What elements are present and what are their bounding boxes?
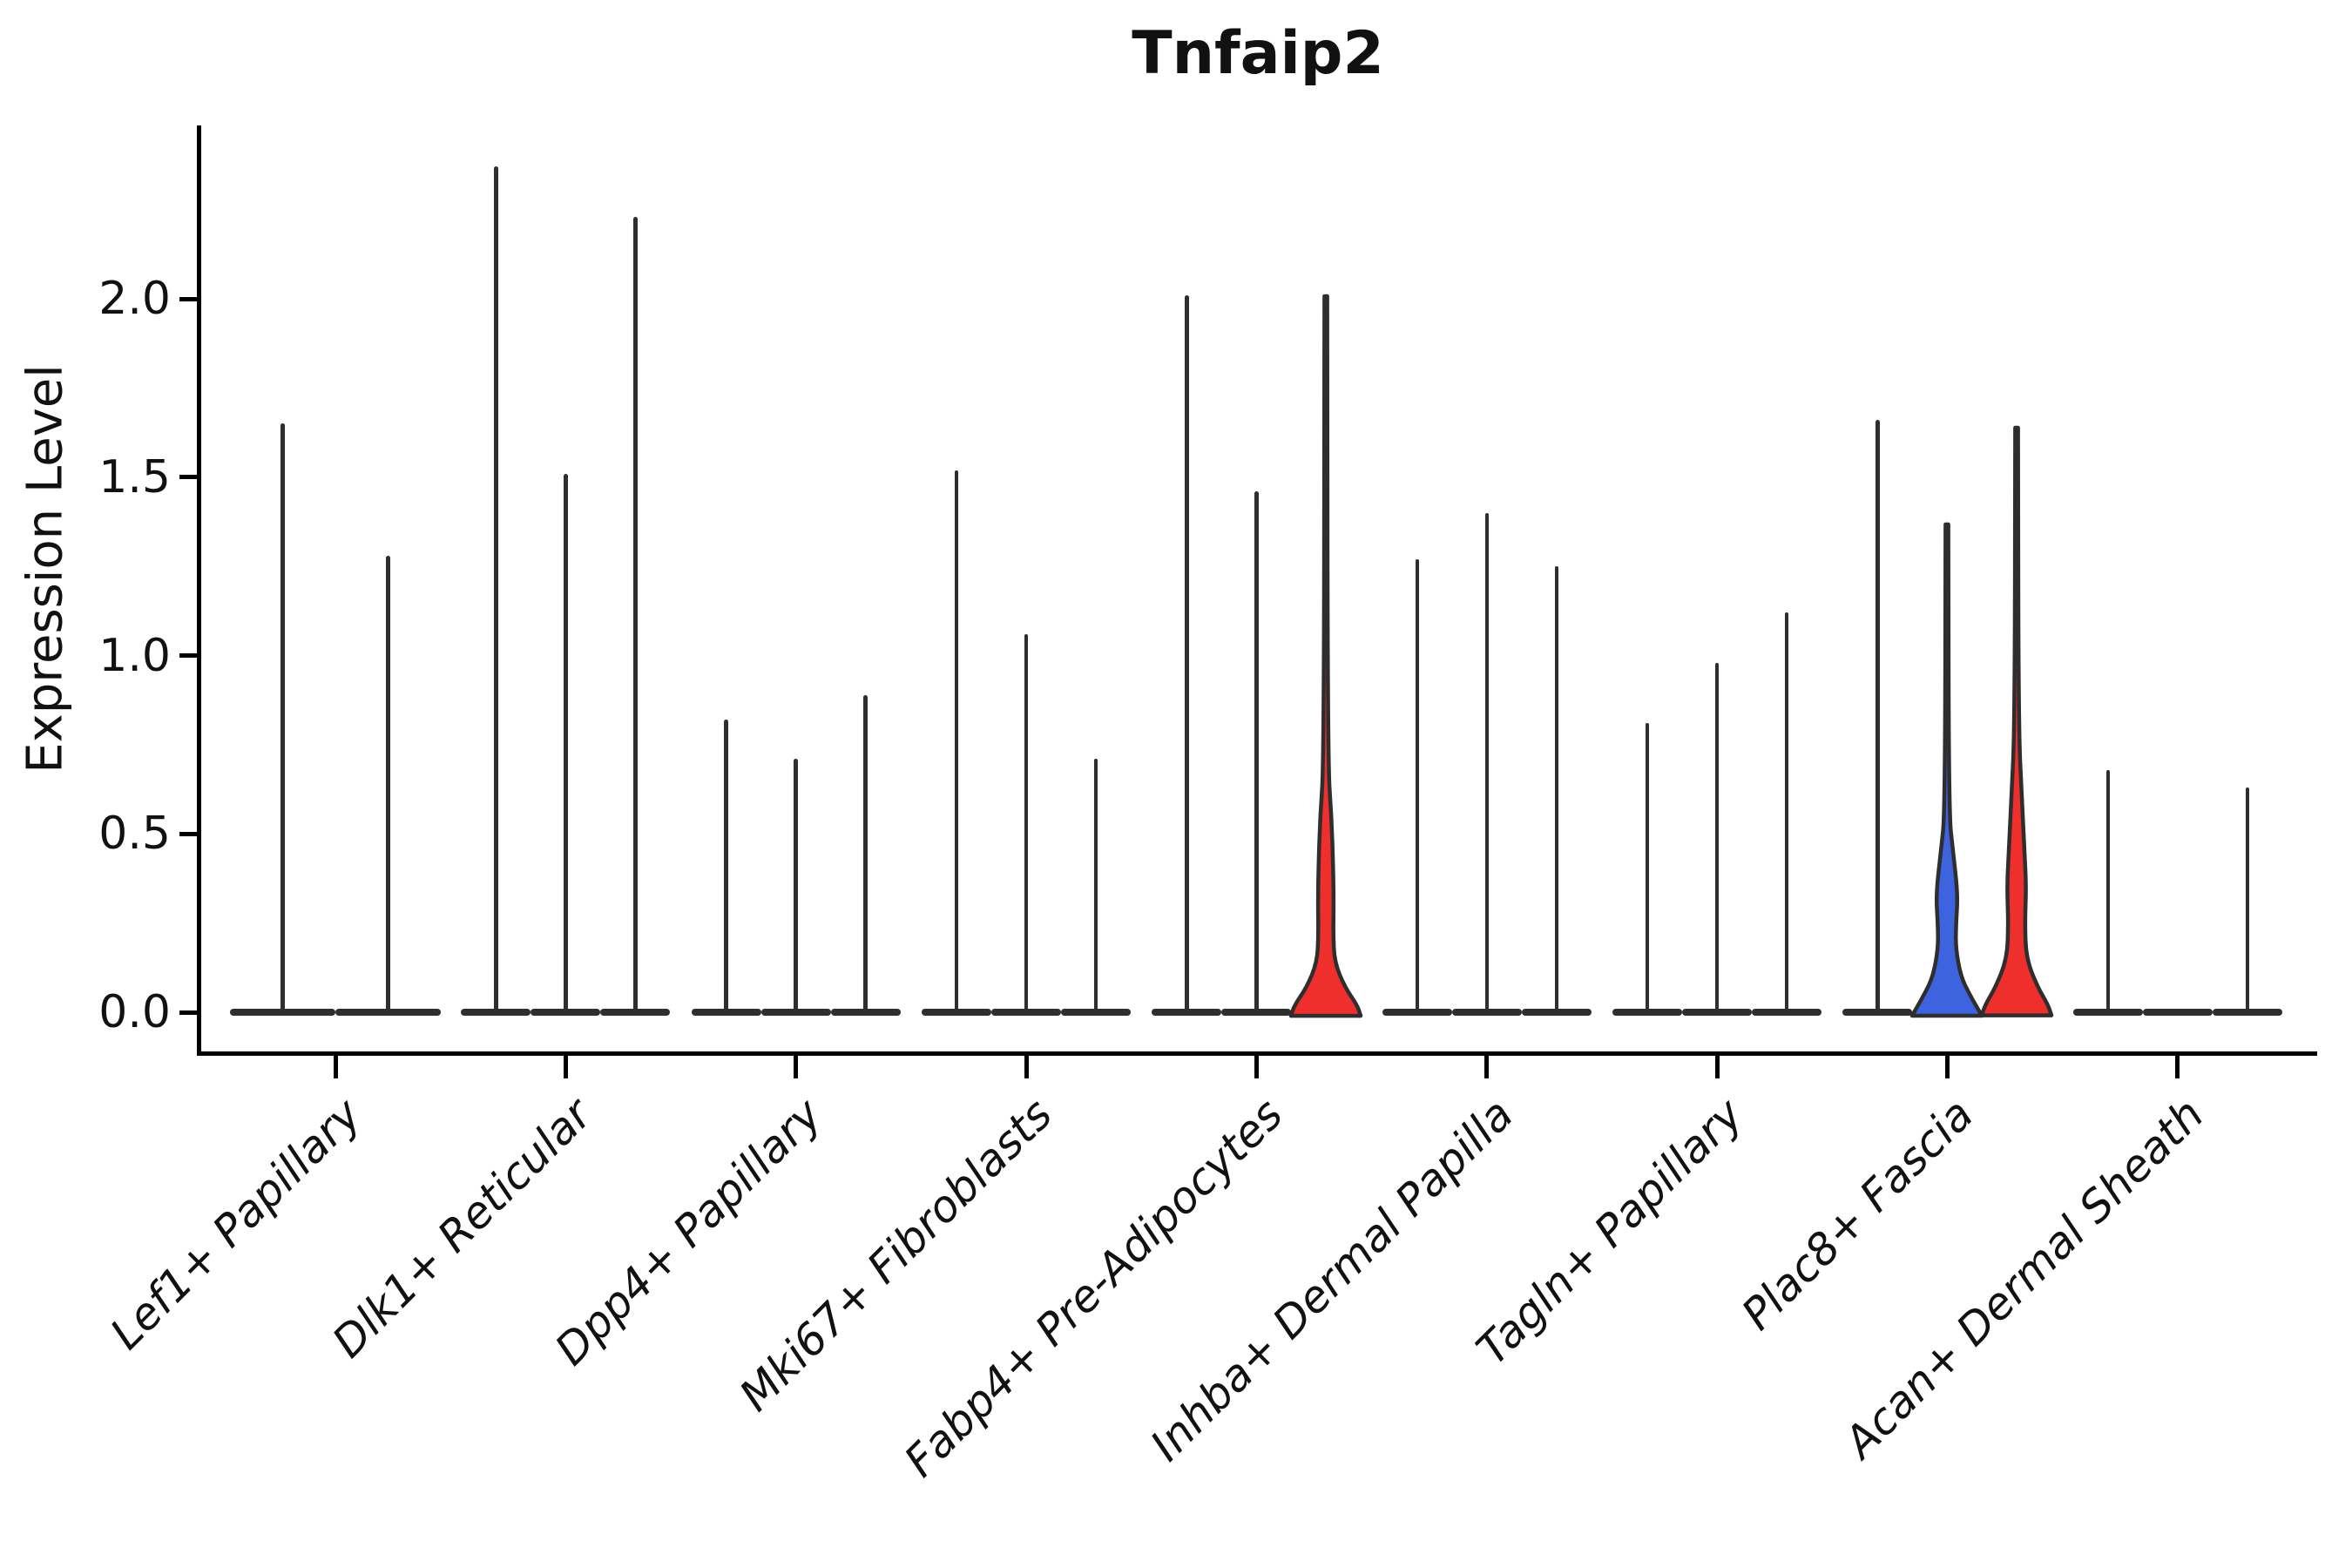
x-tick-mark bbox=[1024, 1056, 1029, 1078]
violin-spike bbox=[1415, 558, 1419, 1016]
x-axis-spine bbox=[197, 1051, 2317, 1056]
y-tick-mark bbox=[179, 296, 198, 301]
violin-spike bbox=[724, 720, 728, 1016]
y-tick-label: 0.5 bbox=[98, 808, 171, 861]
violin-spike bbox=[2245, 787, 2250, 1016]
violin-spike bbox=[633, 216, 638, 1016]
violin-spike bbox=[280, 423, 285, 1016]
violin-spike bbox=[1484, 512, 1489, 1016]
y-tick-label: 1.5 bbox=[98, 450, 171, 504]
y-tick-mark bbox=[179, 653, 198, 658]
violin-spike bbox=[1185, 294, 1189, 1016]
x-tick-mark bbox=[2175, 1056, 2180, 1078]
x-tick-mark bbox=[794, 1056, 799, 1078]
violin-spike bbox=[1876, 420, 1880, 1016]
y-tick-mark bbox=[179, 1010, 198, 1015]
violin-spike bbox=[386, 555, 390, 1016]
x-tick-mark bbox=[1484, 1056, 1490, 1078]
y-axis-spine bbox=[197, 125, 201, 1056]
violin-spike bbox=[794, 759, 798, 1016]
y-tick-mark bbox=[179, 831, 198, 836]
violin-spike bbox=[863, 694, 868, 1016]
x-tick-mark bbox=[1254, 1056, 1259, 1078]
violin-spike bbox=[564, 473, 568, 1016]
y-axis-label: Expression Level bbox=[17, 364, 74, 774]
violin-spike bbox=[1554, 566, 1558, 1016]
violin-spike bbox=[2105, 769, 2111, 1016]
violin-base bbox=[2142, 1009, 2213, 1016]
violin-red bbox=[1289, 294, 1363, 1018]
violin-spike bbox=[1254, 491, 1259, 1016]
violin-spike bbox=[954, 470, 959, 1016]
x-tick-mark bbox=[1944, 1056, 1950, 1078]
y-tick-label: 1.0 bbox=[98, 629, 171, 682]
violin-spike bbox=[1645, 723, 1650, 1016]
violin-spike bbox=[1093, 759, 1098, 1016]
x-tick-label: Fabp4+ Pre-Adipocytes bbox=[894, 1089, 1293, 1487]
y-tick-label: 2.0 bbox=[98, 273, 171, 325]
violin-blue bbox=[1910, 522, 1984, 1018]
y-tick-label: 0.0 bbox=[98, 986, 171, 1038]
x-tick-mark bbox=[1714, 1056, 1720, 1078]
chart-title: Tnfaip2 bbox=[1132, 19, 1384, 88]
x-tick-mark bbox=[563, 1056, 568, 1078]
violin-spike bbox=[494, 166, 498, 1016]
y-tick-mark bbox=[179, 475, 198, 480]
x-tick-label: Lef1+ Papillary bbox=[100, 1089, 372, 1360]
violin-spike bbox=[1714, 662, 1720, 1016]
violin-spike bbox=[1024, 633, 1029, 1016]
x-tick-label: Plac8+ Fascia bbox=[1732, 1089, 1984, 1340]
violin-spike bbox=[1784, 612, 1789, 1016]
violin-red bbox=[1980, 426, 2054, 1018]
x-tick-mark bbox=[333, 1056, 338, 1078]
